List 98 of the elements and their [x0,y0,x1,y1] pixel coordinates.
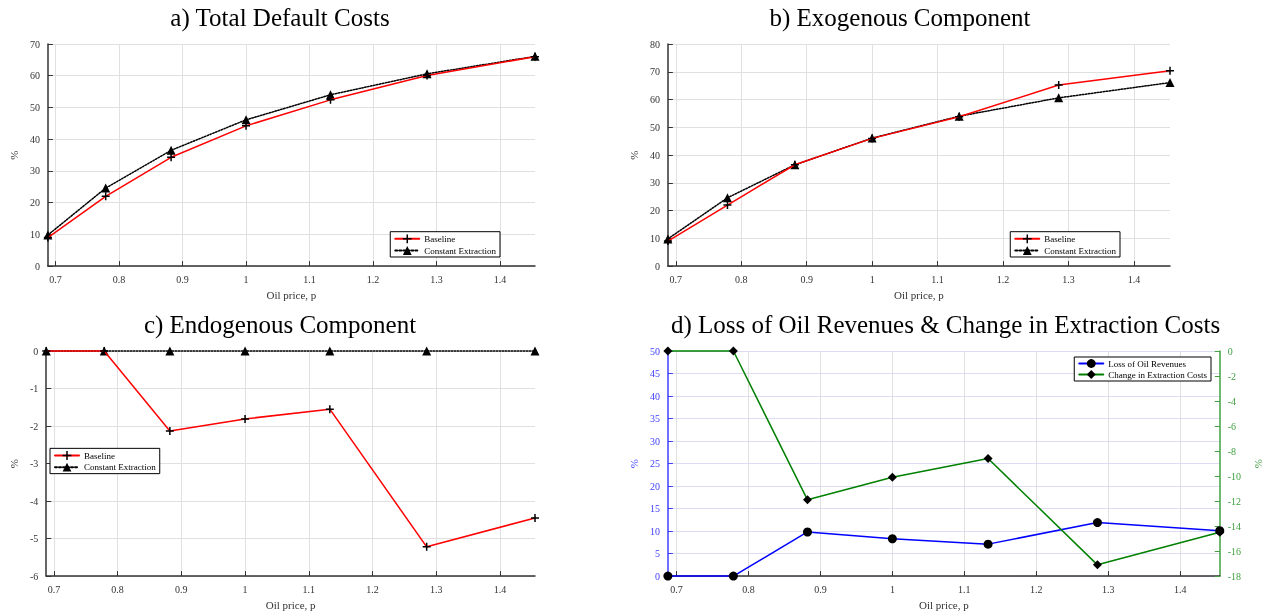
y-tick-label: -6 [29,570,39,582]
legend-label: Baseline [1044,233,1076,244]
x-tick-label: 1.4 [1127,273,1141,285]
y-tick-label: 0 [33,345,39,357]
x-tick-label: 1.4 [493,273,507,285]
x-axis-title: Oil price, p [894,288,945,301]
x-tick-label: 0.8 [734,273,748,285]
x-tick-label: 0.8 [112,273,126,285]
x-axis-title: Oil price, p [265,598,317,611]
y-tick-label: 80 [649,38,660,50]
y-tick-label: -1 [29,383,39,395]
y-tick-label: 35 [649,413,660,425]
chart-title: a) Total Default Costs [170,4,390,32]
x-tick-label: 1.4 [1173,583,1187,595]
x-tick-label: 0.7 [670,583,683,595]
x-tick-label: 1.1 [302,583,316,595]
y2-axis-title: % [1251,458,1264,469]
y-tick-label: 60 [29,70,40,82]
x-tick-label: 1.3 [1062,273,1075,285]
x-tick-label: 0.9 [800,273,813,285]
x-tick-label: 1.3 [430,273,443,285]
x-tick-label: 0.8 [111,583,124,595]
y-tick-label: 30 [649,435,660,447]
y-tick-label: 70 [649,66,660,78]
y2-tick-label: -10 [1227,470,1242,482]
y2-tick-label: -16 [1227,545,1242,557]
y-tick-label: 0 [34,260,40,272]
y-tick-label: 30 [29,165,40,177]
legend-label: Baseline [84,450,115,461]
y-tick-label: 40 [649,149,660,161]
x-tick-label: 1 [889,583,895,595]
x-tick-label: 1.4 [493,583,507,595]
y-tick-label: 45 [649,368,660,380]
y-axis-title: % [627,150,640,160]
x-tick-label: 1 [243,273,249,285]
x-tick-label: 1.3 [429,583,443,595]
y-tick-label: 10 [29,228,40,240]
y2-tick-label: -12 [1227,495,1242,507]
x-tick-label: 1.2 [366,583,379,595]
x-tick-label: 0.8 [742,583,755,595]
y-axis-title: % [7,458,20,469]
y-tick-label: 50 [649,345,660,357]
chart-title: d) Loss of Oil Revenues & Change in Extraction Costs [670,311,1221,339]
x-tick-label: 1.1 [958,583,971,595]
chart-title: c) Endogenous Component [143,311,417,339]
x-tick-label: 0.9 [814,583,827,595]
x-tick-label: 1.2 [996,273,1010,285]
y-tick-label: -3 [29,458,39,470]
y-tick-label: -2 [29,420,39,432]
x-tick-label: 0.9 [176,273,189,285]
y-tick-label: 50 [649,121,660,133]
y-axis-title: % [7,150,20,160]
y-tick-label: 50 [29,101,40,113]
y-tick-label: 15 [649,503,660,515]
x-tick-label: 1.2 [366,273,380,285]
y-tick-label: 5 [654,548,660,560]
y-tick-label: 10 [649,525,660,537]
legend-label: Constant Extraction [84,462,157,473]
chart-title: b) Exogenous Component [769,4,1031,32]
y-tick-label: -5 [29,533,39,545]
y-tick-label: 20 [649,205,660,217]
y2-tick-label: -18 [1227,570,1242,582]
y-tick-label: 25 [649,458,660,470]
x-tick-label: 0.7 [47,583,61,595]
x-tick-label: 1.1 [931,273,944,285]
x-tick-label: 1.3 [1101,583,1115,595]
y-tick-label: 60 [649,94,660,106]
x-tick-label: 1.1 [303,273,316,285]
x-tick-label: 1.2 [1030,583,1043,595]
x-tick-label: 1 [869,273,875,285]
y2-tick-label: -6 [1227,420,1237,432]
x-axis-title: Oil price, p [918,598,970,611]
y2-tick-label: 0 [1227,345,1233,357]
legend-label: Loss of Oil Revenues [1108,358,1187,369]
x-tick-label: 0.9 [175,583,188,595]
y-tick-label: 70 [29,38,40,50]
legend-label: Constant Extraction [1044,245,1117,256]
y2-tick-label: -14 [1227,520,1242,532]
y2-tick-label: -2 [1227,370,1237,382]
y-tick-label: 20 [29,197,40,209]
legend-label: Constant Extraction [424,245,497,256]
legend-label: Baseline [424,233,456,244]
y-tick-label: -4 [29,495,39,507]
y-tick-label: 0 [654,260,660,272]
y-tick-label: 30 [649,177,660,189]
y-tick-label: 20 [649,480,660,492]
y2-tick-label: -8 [1227,445,1237,457]
y-tick-label: 40 [29,133,40,145]
x-tick-label: 0.7 [49,273,62,285]
y-tick-label: 10 [649,232,660,244]
legend-label: Change in Extraction Costs [1108,369,1208,380]
y-axis-title: % [627,458,640,469]
y-tick-label: 40 [649,390,660,402]
y-tick-label: 0 [654,570,660,582]
y2-tick-label: -4 [1227,395,1237,407]
x-axis-title: Oil price, p [266,288,317,301]
x-tick-label: 0.7 [669,273,683,285]
x-tick-label: 1 [242,583,248,595]
